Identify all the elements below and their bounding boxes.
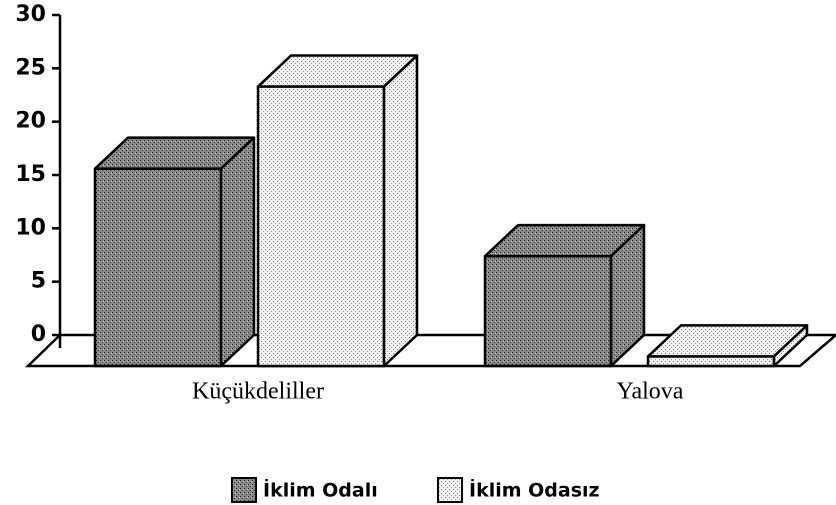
bar-side <box>382 54 419 368</box>
x-tick-label: Yalova <box>617 379 684 405</box>
bar-front <box>93 167 223 368</box>
y-tick-label: 30 <box>15 2 46 27</box>
bar-front <box>256 85 386 368</box>
y-tick-label: 15 <box>15 162 46 187</box>
legend-swatch <box>437 477 463 503</box>
x-tick-label: Küçükdeliller <box>192 379 324 405</box>
y-tick-label: 5 <box>31 269 46 294</box>
legend-swatch <box>231 477 257 503</box>
bar-side <box>772 324 809 368</box>
legend-label: İklim Odasız <box>469 478 600 502</box>
bar-side <box>219 136 256 368</box>
y-tick-label: 20 <box>15 109 46 134</box>
bar-side <box>609 223 646 368</box>
bar-front <box>483 254 613 368</box>
bar-front <box>646 355 776 368</box>
y-tick-label: 0 <box>31 322 46 347</box>
y-tick-label: 10 <box>15 215 46 240</box>
legend-label: İklim Odalı <box>263 478 378 502</box>
y-tick-label: 25 <box>15 55 46 80</box>
